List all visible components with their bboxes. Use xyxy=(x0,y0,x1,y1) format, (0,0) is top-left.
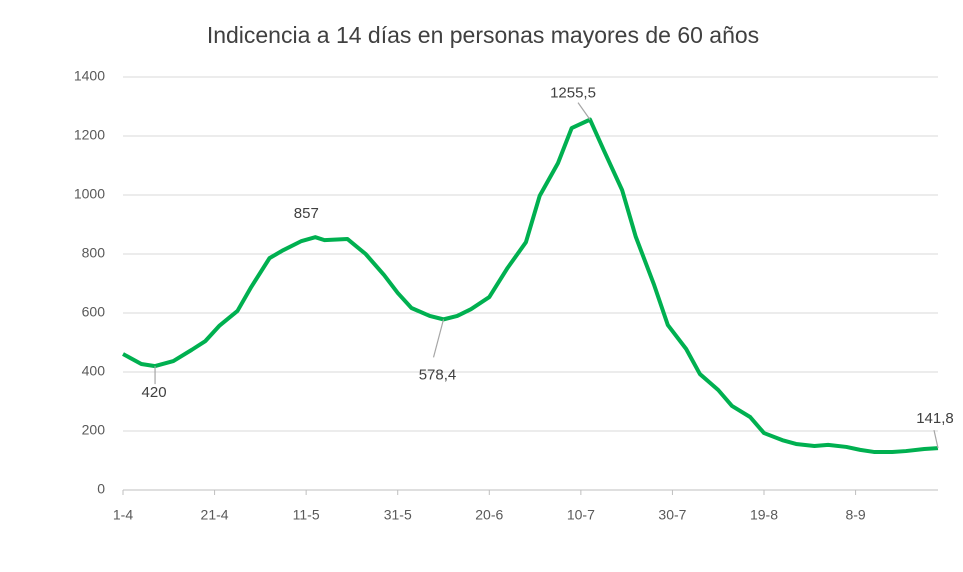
data-label: 1255,5 xyxy=(550,85,596,102)
y-tick-label: 1000 xyxy=(74,186,105,202)
y-tick-label: 800 xyxy=(82,245,106,261)
x-tick-label: 30-7 xyxy=(658,507,686,523)
data-label: 420 xyxy=(142,384,167,401)
x-tick-label: 21-4 xyxy=(201,507,229,523)
data-label: 141,8 xyxy=(916,410,954,427)
y-tick-label: 600 xyxy=(82,304,106,320)
y-tick-label: 1200 xyxy=(74,127,105,143)
x-tick-label: 11-5 xyxy=(293,507,320,523)
chart-title: Indicencia a 14 días en personas mayores… xyxy=(207,22,759,48)
x-tick-label: 19-8 xyxy=(750,507,778,523)
x-tick-label: 10-7 xyxy=(567,507,595,523)
x-tick-label: 8-9 xyxy=(845,507,865,523)
y-tick-label: 1400 xyxy=(74,68,105,84)
x-tick-label: 1-4 xyxy=(113,507,133,523)
y-tick-label: 0 xyxy=(97,481,105,497)
y-tick-label: 200 xyxy=(82,422,106,438)
x-tick-label: 20-6 xyxy=(475,507,503,523)
data-label: 578,4 xyxy=(419,366,457,383)
data-label: 857 xyxy=(294,205,319,222)
line xyxy=(122,117,939,454)
leader-line xyxy=(933,430,939,449)
leader-line xyxy=(432,319,445,358)
leader-line xyxy=(577,102,591,120)
x-tick-label: 31-5 xyxy=(384,507,412,523)
y-tick-label: 400 xyxy=(82,363,106,379)
